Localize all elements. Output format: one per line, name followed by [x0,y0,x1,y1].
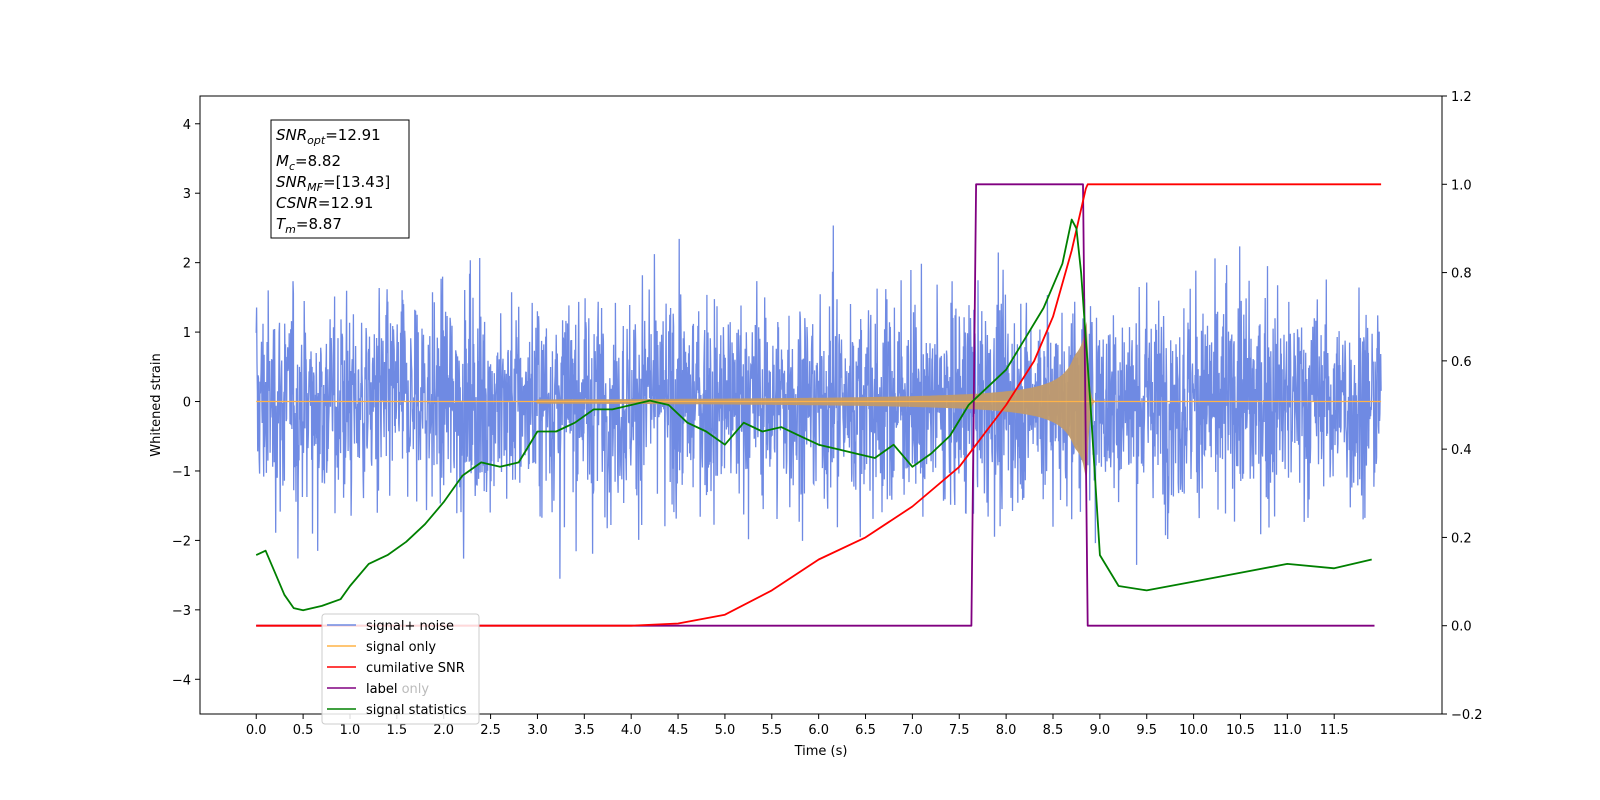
y2-tick-label: 0.8 [1451,267,1472,282]
label-line [256,183,1375,627]
x-axis-label: Time (s) [794,744,848,759]
stat-mc: Mc=8.82 [276,152,341,173]
x-axis: 0.0 0.5 1.0 1.5 2.0 2.5 3.0 3.5 4.0 4.5 5.0 5.5 6.0 6… [246,714,1349,738]
stat-csnr: CSNR=12.91 [276,194,373,212]
x-tick-label: 3.0 [527,723,548,738]
legend-item-signal-only: signal only [327,640,436,655]
legend-item-signal-noise: signal+ noise [327,619,454,634]
x-tick-label: 9.0 [1090,723,1111,738]
signal-noise-line [255,225,1382,579]
signal-statistics-line [255,218,1372,612]
y-tick-label: 2 [183,257,191,272]
y-tick-label: 1 [183,326,191,341]
x-tick-label: 3.5 [574,723,595,738]
y2-tick-label: 0.2 [1451,531,1472,546]
stat-tm: Tm=8.87 [276,215,342,236]
cumulative-snr-line [256,183,1382,627]
svg-text:signal statistics: signal statistics [366,703,467,718]
svg-text:label only: label only [366,682,429,697]
y-tick-label: −1 [172,465,191,480]
y2-tick-label: 0.4 [1451,443,1472,458]
y2-tick-label: 1.2 [1451,90,1472,105]
x-tick-label: 1.0 [340,723,361,738]
y2-tick-label: 1.0 [1451,178,1472,193]
plot-frame [199,95,1443,715]
y-axis-label: Whitened strain [149,353,164,456]
x-tick-label: 2.5 [480,723,501,738]
x-tick-label: 9.5 [1136,723,1157,738]
svg-text:label: label [366,682,397,697]
x-tick-label: 10.5 [1226,723,1255,738]
x-tick-label: 4.5 [668,723,689,738]
y-tick-label: 3 [183,187,191,202]
stat-snr-mf: SNRMF=[13.43] [276,173,390,194]
y2-tick-label: 0.0 [1451,620,1472,635]
x-tick-label: 11.0 [1273,723,1302,738]
y2-tick-label: 0.6 [1451,355,1472,370]
legend: signal+ noise signal only cumilative SNR… [321,613,480,725]
x-tick-label: 0.5 [293,723,314,738]
stat-snr-opt: SNRopt=12.91 [276,126,381,147]
x-tick-label: 8.0 [996,723,1017,738]
x-tick-label: 4.0 [621,723,642,738]
svg-text:signal only: signal only [366,640,436,655]
x-tick-label: 5.5 [761,723,782,738]
y2-tick-label: −0.2 [1451,708,1483,723]
y-tick-label: −3 [172,604,191,619]
svg-text:signal+ noise: signal+ noise [366,619,454,634]
x-tick-label: 7.5 [949,723,970,738]
x-tick-label: 10.0 [1179,723,1208,738]
signal-only-series [256,321,1382,482]
svg-text:cumilative SNR: cumilative SNR [366,661,465,676]
y-tick-label: 0 [183,396,191,411]
x-tick-label: 5.0 [715,723,736,738]
x-tick-label: 8.5 [1043,723,1064,738]
y-axis-left: 4 3 2 1 0 −1 −2 −3 −4 [172,118,200,688]
x-tick-label: 0.0 [246,723,267,738]
legend-item-label: label only label [327,682,429,697]
y-tick-label: −4 [172,673,191,688]
legend-item-signal-statistics: signal statistics [327,703,467,718]
right-axis-series [255,183,1382,627]
x-tick-label: 2.0 [433,723,454,738]
stats-box: SNRopt=12.91 Mc=8.82 SNRMF=[13.43] CSNR=… [270,119,410,239]
x-tick-label: 7.0 [902,723,923,738]
x-tick-label: 11.5 [1320,723,1349,738]
y-axis-right: 1.2 1.0 0.8 0.6 0.4 0.2 0.0 −0.2 [1442,90,1483,723]
x-tick-label: 6.0 [808,723,829,738]
y-tick-label: −2 [172,534,191,549]
x-tick-label: 6.5 [855,723,876,738]
y-tick-label: 4 [183,118,191,133]
signal-noise-series [255,225,1382,579]
legend-item-cumulative-snr: cumilative SNR [327,661,465,676]
x-tick-label: 1.5 [387,723,408,738]
